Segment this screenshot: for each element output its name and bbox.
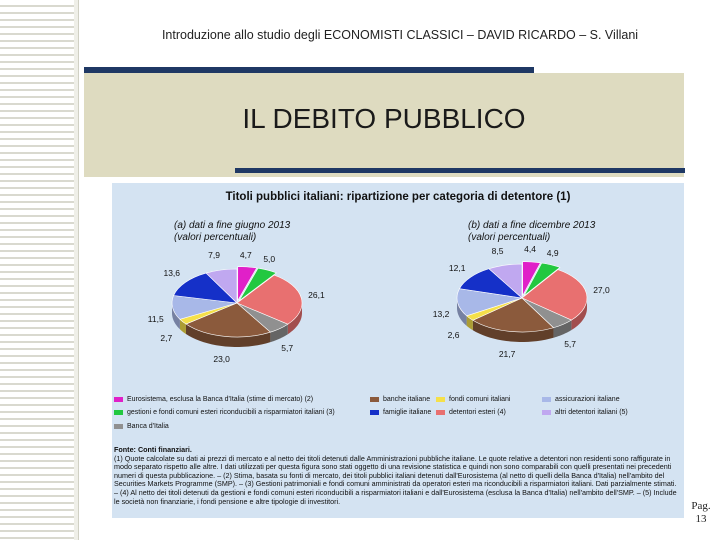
notes-source: Fonte: Conti finanziari. xyxy=(114,445,192,454)
legend-item: gestioni e fondi comuni esteri riconduci… xyxy=(114,409,335,416)
pie-value-label: 5,7 xyxy=(281,343,294,354)
pie-value-label: 26,1 xyxy=(308,290,325,301)
pie-slice-side xyxy=(270,324,288,343)
pie-value-label: 13,6 xyxy=(163,267,181,278)
slide-header: Introduzione allo studio degli ECONOMIST… xyxy=(161,28,639,42)
pie-slice-side xyxy=(185,324,271,347)
legend-label: altri detentori italiani (5) xyxy=(555,409,628,416)
pie-value-label: 11,5 xyxy=(147,313,164,324)
pie-value-label: 5,0 xyxy=(263,253,276,264)
chart-a-subtitle-line1: (a) dati a fine giugno 2013 xyxy=(174,220,291,231)
pie-value-label: 8,5 xyxy=(491,245,504,256)
pie-slice xyxy=(521,269,588,321)
legend-label: gestioni e fondi comuni esteri riconduci… xyxy=(127,409,335,416)
pie-value-label: 21,7 xyxy=(498,349,516,360)
pie-slice xyxy=(456,288,523,317)
pie-slice xyxy=(173,272,238,304)
pie-slice xyxy=(237,266,258,302)
pie-slice xyxy=(185,302,271,338)
page-number-value: 13 xyxy=(695,513,707,525)
chart-a-subtitle-line2: (valori percentuali) xyxy=(174,232,257,243)
legend-swatch xyxy=(114,424,123,429)
legend-swatch xyxy=(114,410,123,415)
pie-slice xyxy=(522,261,541,296)
legend-swatch xyxy=(436,410,445,415)
chart-b-subtitle-line2: (valori percentuali) xyxy=(468,232,551,243)
chart-a-subtitle: (a) dati a fine giugno 2013 (valori perc… xyxy=(174,220,290,244)
pie-slice-side xyxy=(571,298,587,331)
legend-swatch xyxy=(114,397,123,402)
legend-item: fondi comuni italiani xyxy=(436,396,510,403)
pie-value-label: 2,7 xyxy=(160,333,173,344)
legend-item: detentori esteri (4) xyxy=(436,409,506,416)
figure-title: Titoli pubblici italiani: ripartizione p… xyxy=(225,191,571,203)
left-decorative-strip xyxy=(0,0,79,540)
pie-value-label: 4,4 xyxy=(524,244,536,255)
legend-item: Banca d'Italia xyxy=(114,423,169,430)
legend-swatch xyxy=(436,397,445,402)
legend-item: Eurosistema, esclusa la Banca d'Italia (… xyxy=(114,396,313,403)
legend-item: altri detentori italiani (5) xyxy=(542,409,628,416)
pie-charts-figure: Titoli pubblici italiani: ripartizione p… xyxy=(112,183,684,518)
pie-slice xyxy=(523,262,561,296)
pie-slice xyxy=(205,268,238,304)
figure-notes: Fonte: Conti finanziari. (1) Quote calco… xyxy=(114,445,682,506)
legend-swatch xyxy=(542,397,551,402)
pie-value-label: 2,6 xyxy=(447,330,460,341)
legend-label: banche italiane xyxy=(383,396,431,403)
pie-value-label: 7,9 xyxy=(208,250,220,261)
pie-slice-side xyxy=(172,303,180,330)
pie-slice xyxy=(236,274,303,325)
legend-swatch xyxy=(370,397,379,402)
notes-body: (1) Quote calcolate su dati ai prezzi di… xyxy=(114,453,677,506)
pie-slice xyxy=(472,297,555,333)
legend-swatch xyxy=(370,410,379,415)
pie-value-label: 13,2 xyxy=(432,308,450,319)
legend-label: fondi comuni italiani xyxy=(449,396,511,403)
pie-value-label: 27,0 xyxy=(593,285,610,296)
pie-value-label: 4,9 xyxy=(546,248,559,259)
legend-swatch xyxy=(542,410,551,415)
legend-item: banche italiane xyxy=(370,396,430,403)
top-accent-bar xyxy=(84,67,534,73)
pie-slice-side xyxy=(472,320,554,342)
pie-slice xyxy=(238,267,277,301)
slide-title: IL DEBITO PUBBLICO xyxy=(242,103,526,134)
legend-item: famiglie italiane xyxy=(370,409,431,416)
legend-label: Banca d'Italia xyxy=(127,423,169,430)
bottom-accent-bar xyxy=(235,168,685,173)
pie-charts-svg xyxy=(171,261,588,347)
pie-value-label: 5,7 xyxy=(564,339,577,350)
legend-label: Eurosistema, esclusa la Banca d'Italia (… xyxy=(127,396,314,403)
pie-value-label: 12,1 xyxy=(448,262,466,273)
pie-slice-side xyxy=(553,320,572,338)
pie-slice-side xyxy=(179,319,186,335)
chart-b-subtitle: (b) dati a fine dicembre 2013 (valori pe… xyxy=(468,220,595,244)
pie-value-label: 23,0 xyxy=(213,354,230,365)
pie-value-label: 4,7 xyxy=(239,249,252,260)
chart-b-subtitle-line1: (b) dati a fine dicembre 2013 xyxy=(468,220,596,231)
title-band xyxy=(84,73,684,177)
legend-item: assicurazioni italiane xyxy=(542,396,620,403)
page-number: Pag. 13 xyxy=(690,500,712,526)
pie-slice xyxy=(488,263,523,299)
pie-slice-side xyxy=(457,298,467,326)
legend-label: assicurazioni italiane xyxy=(555,396,620,403)
legend-label: famiglie italiane xyxy=(383,409,432,416)
page-number-label: Pag. xyxy=(691,500,711,512)
legend-label: detentori esteri (4) xyxy=(449,409,506,416)
